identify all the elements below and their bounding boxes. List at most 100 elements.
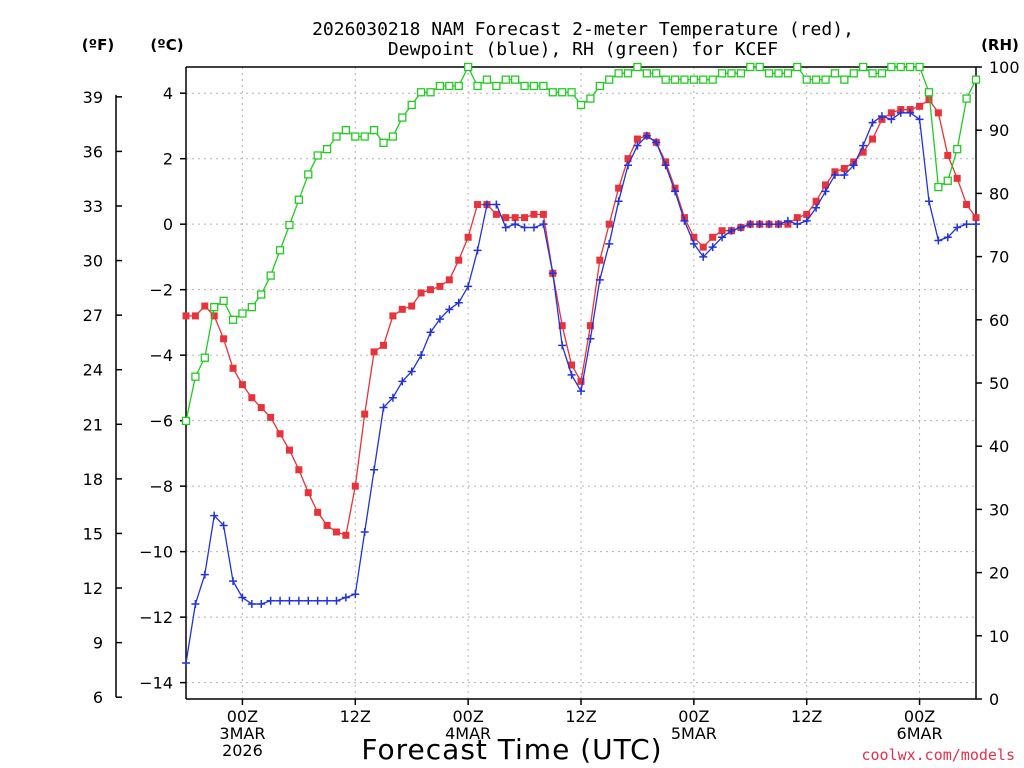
dewpoint-point bbox=[896, 108, 905, 117]
fahrenheit-tick-label: 21 bbox=[83, 415, 103, 434]
dewpoint-point bbox=[849, 161, 858, 170]
rh-point bbox=[247, 303, 256, 312]
temperature-point bbox=[934, 109, 942, 117]
temperature-point bbox=[615, 184, 623, 192]
dewpoint-point bbox=[642, 131, 651, 140]
rh-point bbox=[548, 88, 557, 97]
rh-point bbox=[322, 145, 332, 154]
temperature-point bbox=[803, 210, 811, 218]
dewpoint-point bbox=[539, 220, 548, 229]
temperature-point bbox=[963, 201, 971, 209]
dewpoint-point bbox=[276, 596, 285, 605]
rh-point bbox=[708, 75, 717, 84]
dewpoint-point bbox=[229, 577, 238, 586]
rh-point bbox=[943, 176, 952, 185]
temperature-point bbox=[380, 341, 387, 349]
dewpoint-point bbox=[398, 377, 407, 386]
fahrenheit-tick-label: 27 bbox=[83, 306, 103, 325]
rh-point bbox=[388, 132, 398, 141]
rh-point bbox=[623, 69, 633, 78]
temperature-point bbox=[869, 135, 877, 143]
rh-tick-label: 40 bbox=[989, 437, 1009, 456]
rh-point bbox=[266, 271, 275, 280]
rh-point bbox=[454, 81, 463, 91]
dewpoint-point bbox=[868, 118, 877, 127]
rh-point bbox=[558, 88, 567, 97]
time-tick-label: 12Z bbox=[565, 707, 596, 726]
rh-point bbox=[473, 81, 482, 91]
dewpoint-point bbox=[351, 590, 360, 599]
rh-point bbox=[210, 303, 219, 312]
dewpoint-point bbox=[182, 658, 190, 667]
fahrenheit-tick-label: 6 bbox=[93, 688, 103, 707]
celsius-tick-label: 0 bbox=[163, 215, 173, 234]
dewpoint-point bbox=[718, 233, 727, 242]
rh-point bbox=[501, 75, 510, 84]
temperature-point bbox=[285, 446, 293, 454]
rh-point bbox=[642, 69, 651, 78]
temperature-point bbox=[295, 466, 303, 474]
dewpoint-point bbox=[548, 269, 557, 278]
dewpoint-point bbox=[972, 220, 980, 229]
temperature-point bbox=[699, 243, 707, 251]
temperature-point bbox=[220, 335, 228, 343]
rh-tick-label: 70 bbox=[989, 248, 1009, 267]
dewpoint-point bbox=[774, 220, 783, 229]
dewpoint-point bbox=[464, 282, 473, 291]
rh-point bbox=[764, 69, 774, 78]
temperature-point bbox=[718, 227, 726, 235]
temperature-point bbox=[511, 214, 519, 222]
rh-point bbox=[181, 416, 191, 426]
dewpoint-point bbox=[567, 370, 576, 379]
rh-point bbox=[257, 290, 266, 299]
rh-tick-label: 80 bbox=[989, 184, 1009, 203]
rh-point bbox=[746, 62, 755, 72]
fahrenheit-tick-label: 36 bbox=[83, 142, 103, 161]
temperature-point bbox=[624, 155, 632, 163]
temperature-point bbox=[201, 302, 209, 310]
fahrenheit-tick-label: 33 bbox=[83, 197, 103, 216]
rh-point bbox=[689, 75, 699, 84]
temperature-point bbox=[323, 521, 331, 529]
dewpoint-point bbox=[238, 593, 247, 602]
dewpoint-point bbox=[435, 315, 444, 324]
dewpoint-point bbox=[746, 220, 755, 229]
dewpoint-point bbox=[511, 220, 520, 229]
time-tick-label: 12Z bbox=[791, 707, 822, 726]
series bbox=[181, 62, 981, 667]
dewpoint-point bbox=[501, 223, 510, 232]
chart-title-line-1: 2026030218 NAM Forecast 2-meter Temperat… bbox=[312, 19, 854, 40]
dewpoint-point bbox=[426, 328, 435, 337]
rh-tick-label: 30 bbox=[989, 500, 1009, 519]
dewpoint-point bbox=[294, 596, 303, 605]
dewpoint-point bbox=[614, 197, 623, 206]
time-tick-label: 3MAR bbox=[219, 724, 265, 743]
rh-point bbox=[228, 315, 238, 324]
dewpoint-point bbox=[417, 351, 426, 360]
rh-point bbox=[887, 62, 896, 72]
rh-point bbox=[962, 94, 971, 103]
x-axis-title: Forecast Time (UTC) bbox=[361, 733, 662, 766]
temperature-point bbox=[417, 289, 425, 297]
temperature-point bbox=[953, 174, 961, 182]
dewpoint-point bbox=[219, 521, 228, 530]
temperature-point bbox=[248, 394, 256, 402]
dewpoint-point bbox=[360, 527, 369, 536]
rh-point bbox=[595, 81, 604, 91]
dewpoint-point bbox=[802, 216, 811, 225]
rh-point bbox=[849, 69, 858, 78]
dewpoint-point bbox=[529, 223, 538, 232]
chart-title: 2026030218 NAM Forecast 2-meter Temperat… bbox=[312, 19, 854, 60]
temperature-point bbox=[568, 361, 576, 369]
dewpoint-point bbox=[595, 275, 604, 284]
rh-point bbox=[219, 296, 228, 305]
rh-point bbox=[652, 69, 661, 78]
celsius-axis: 4 2 0 −2 −4 −6 −8 −10 −12 −14 bbox=[139, 84, 186, 693]
time-tick-label: 2026 bbox=[222, 741, 263, 760]
dewpoint-point bbox=[689, 239, 698, 248]
fahrenheit-tick-label: 18 bbox=[83, 470, 103, 489]
dewpoint-point bbox=[266, 596, 275, 605]
dewpoint-point bbox=[445, 305, 454, 314]
rh-point bbox=[774, 69, 783, 78]
